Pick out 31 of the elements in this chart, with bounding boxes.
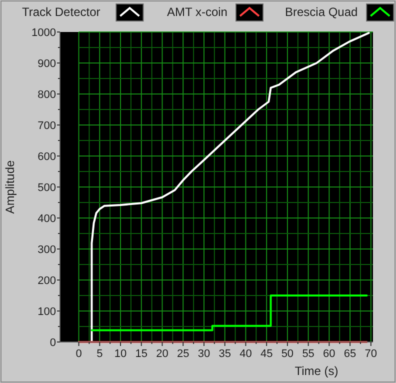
x-tick-label: 60 xyxy=(323,348,336,360)
y-tick-label: 600 xyxy=(38,151,56,163)
x-tick-label: 50 xyxy=(281,348,294,360)
x-tick-label: 0 xyxy=(76,348,82,360)
x-tick-label: 45 xyxy=(260,348,273,360)
x-tick-label: 5 xyxy=(96,348,103,360)
x-tick-label: 55 xyxy=(302,348,314,360)
y-tick-label: 700 xyxy=(38,120,56,132)
y-axis-title: Amplitude xyxy=(3,160,17,214)
y-tick-label: 1000 xyxy=(32,27,56,39)
y-tick-label: 100 xyxy=(38,306,56,318)
x-tick-label: 35 xyxy=(218,348,231,360)
y-tick-label: 200 xyxy=(38,275,56,287)
x-tick-label: 25 xyxy=(176,348,190,360)
x-tick-label: 15 xyxy=(135,348,148,360)
x-tick-label: 30 xyxy=(198,348,210,360)
legend-label: AMT x-coin xyxy=(167,5,228,19)
y-tick-label: 400 xyxy=(38,213,56,225)
x-tick-label: 20 xyxy=(156,348,168,360)
legend-label: Brescia Quad xyxy=(285,5,358,19)
y-tick-label: 900 xyxy=(38,58,56,70)
x-tick-label: 65 xyxy=(344,348,356,360)
y-tick-label: 500 xyxy=(38,182,56,194)
y-tick-label: 300 xyxy=(38,244,56,256)
y-tick-label: 800 xyxy=(38,89,56,101)
x-axis-title: Time (s) xyxy=(294,364,338,378)
x-tick-label: 40 xyxy=(240,348,252,360)
x-tick-label: 70 xyxy=(364,348,378,360)
x-tick-label: 10 xyxy=(114,348,127,360)
legend-label: Track Detector xyxy=(22,5,100,19)
y-tick-label: 0 xyxy=(50,337,56,349)
